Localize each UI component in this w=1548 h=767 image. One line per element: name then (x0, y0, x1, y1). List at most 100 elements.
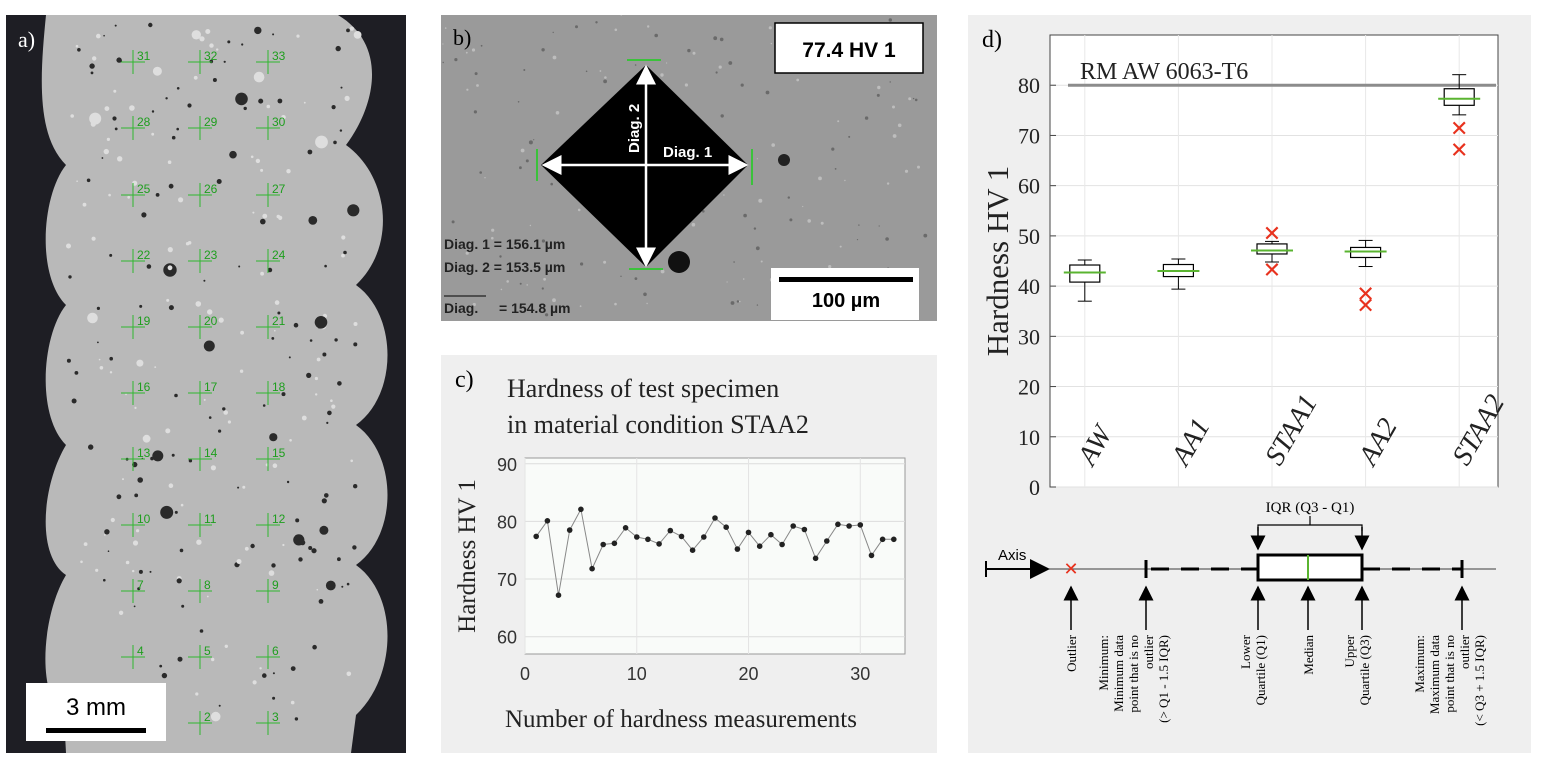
pore (322, 352, 327, 357)
texture-dot (864, 116, 869, 120)
pore (136, 529, 140, 533)
texture-dot (471, 48, 476, 52)
pore (146, 264, 152, 269)
chart-c-title-line1: Hardness of test specimen (507, 374, 779, 403)
pore (107, 550, 110, 552)
pore (294, 717, 299, 721)
texture-dot (643, 292, 647, 297)
data-point (835, 521, 841, 528)
surface-texture (442, 15, 928, 317)
indent-label: 14 (204, 446, 218, 460)
indent-label: 24 (272, 248, 286, 262)
pore (352, 545, 357, 550)
legend-max-line2: Maximum data (1427, 635, 1442, 714)
ytick-label: 80 (497, 512, 517, 532)
pore (333, 140, 337, 145)
pore (151, 132, 155, 136)
pore (243, 106, 247, 111)
indent-label: 31 (137, 49, 151, 63)
pore (334, 338, 338, 342)
indent-label: 10 (137, 512, 151, 526)
pore (350, 459, 354, 463)
pore (168, 483, 174, 489)
pore (272, 672, 275, 675)
pore (199, 36, 205, 42)
data-point (634, 534, 640, 540)
texture-dot (552, 55, 557, 60)
texture-dot (442, 61, 444, 64)
legend-q1-text: Lower Quartile (Q1) (1238, 634, 1268, 705)
texture-dot (876, 93, 880, 97)
pore (252, 680, 257, 685)
pore (167, 265, 173, 271)
pore (139, 304, 143, 308)
texture-dot (743, 213, 747, 218)
texture-dot (480, 44, 483, 47)
box-AA2: ✕✕ (1344, 239, 1387, 319)
texture-dot (647, 25, 650, 28)
reference-label: RM AW 6063-T6 (1080, 59, 1248, 85)
texture-dot (575, 25, 578, 29)
texture-dot (687, 48, 691, 53)
texture-dot (760, 260, 763, 263)
pore (303, 101, 306, 104)
pore (207, 309, 213, 315)
pore (109, 356, 113, 361)
pore (112, 116, 117, 121)
texture-dot (723, 194, 725, 196)
diag-mean-value: = 154.8 µm (499, 300, 571, 316)
outlier-marker: ✕ (1450, 117, 1468, 142)
data-point (701, 534, 707, 540)
indent-label: 28 (137, 115, 151, 129)
indent-label: 6 (272, 644, 279, 658)
pore (339, 129, 343, 132)
pore (262, 673, 267, 678)
legend-q3-text: Upper Quartile (Q3) (1342, 634, 1372, 705)
data-point (689, 547, 696, 553)
outlier-marker: ✕ (1263, 222, 1281, 247)
texture-dot (660, 269, 665, 274)
data-point (723, 524, 729, 530)
texture-dot (758, 198, 763, 203)
pore (176, 578, 182, 584)
indent-label: 23 (204, 248, 218, 262)
pore (74, 371, 79, 375)
pore (181, 604, 185, 608)
pore (340, 86, 343, 89)
pore (296, 34, 300, 38)
pore (210, 465, 216, 471)
pore (125, 393, 127, 396)
texture-dot (742, 278, 745, 280)
texture-dot (789, 218, 793, 222)
pore (224, 644, 228, 648)
panel-d-label: d) (982, 27, 1002, 53)
pore (180, 503, 184, 507)
pore (327, 410, 332, 416)
ytick-label: 60 (497, 628, 517, 648)
diag1-measure: Diag. 1 = 156.1 µm (444, 236, 565, 252)
texture-dot (646, 302, 648, 305)
pore (150, 456, 154, 461)
data-point (756, 543, 763, 549)
pore (103, 34, 105, 37)
pore (253, 71, 265, 83)
pore (295, 518, 300, 523)
data-point (712, 515, 718, 521)
texture-dot (595, 21, 598, 24)
pore (148, 22, 153, 28)
pore (346, 582, 350, 586)
texture-dot (660, 73, 664, 77)
pore (90, 71, 94, 75)
texture-dot (739, 300, 741, 303)
pore (272, 463, 278, 469)
pore (118, 610, 124, 615)
pore (269, 433, 278, 442)
indent-label: 20 (204, 314, 218, 328)
pore (331, 404, 336, 409)
pore (271, 563, 276, 568)
pore (301, 415, 307, 421)
hardness-value-box (774, 22, 924, 74)
pore (298, 557, 303, 562)
indent-label: 22 (137, 248, 151, 262)
